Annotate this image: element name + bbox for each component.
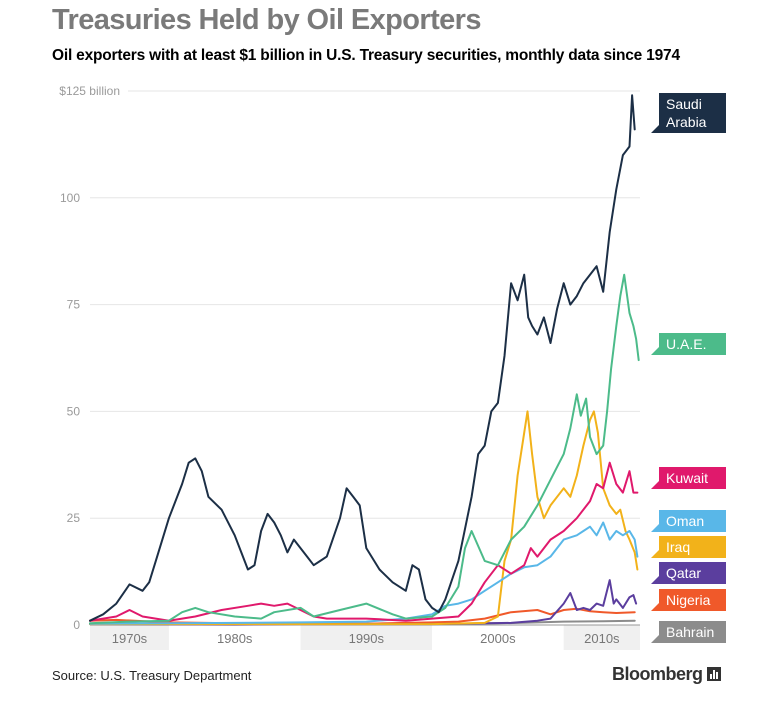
series-line-kuwait <box>89 461 639 622</box>
legend-label: Iraq <box>666 539 690 555</box>
y-tick-label: 0 <box>73 618 80 632</box>
chart-title: Treasuries Held by Oil Exporters <box>52 4 481 36</box>
legend-tag <box>651 621 726 643</box>
x-tick-label: 2010s <box>584 631 620 646</box>
legend-label: Oman <box>666 513 704 529</box>
x-band-0 <box>90 625 169 650</box>
y-tick-label: 25 <box>67 511 81 525</box>
x-tick-label: 2000s <box>480 631 516 646</box>
legend-label: Qatar <box>666 565 701 581</box>
series-line-saudi-arabia <box>89 94 636 622</box>
legend-tag <box>651 333 726 355</box>
chart-subtitle: Oil exporters with at least $1 billion i… <box>52 47 680 64</box>
x-tick-label: 1980s <box>217 631 253 646</box>
y-tick-label: 75 <box>67 298 81 312</box>
source-note: Source: U.S. Treasury Department <box>52 668 252 683</box>
legend-label: Nigeria <box>666 592 711 608</box>
y-tick-label: 100 <box>60 191 80 205</box>
series-line-u-a-e <box>89 273 640 625</box>
legend-tag <box>651 93 726 133</box>
x-tick-label: 1970s <box>112 631 148 646</box>
legend-label: Arabia <box>666 114 707 130</box>
legend-tag <box>651 510 726 532</box>
legend-tag <box>651 467 726 489</box>
y-tick-label: $125 billion <box>59 84 120 98</box>
y-tick-label: 50 <box>67 404 81 418</box>
x-band-3 <box>432 625 564 650</box>
x-band-2 <box>300 625 433 650</box>
legend-tag <box>651 589 726 611</box>
legend-label: U.A.E. <box>666 336 706 352</box>
brand-logo: Bloomberg <box>612 664 721 685</box>
x-band-1 <box>168 625 301 650</box>
brand-name: Bloomberg <box>612 664 703 684</box>
x-tick-label: 1990s <box>349 631 385 646</box>
series-line-iraq <box>89 410 639 626</box>
x-band-4 <box>563 625 640 650</box>
legend-label: Saudi <box>666 96 702 112</box>
legend-label: Kuwait <box>666 470 708 486</box>
legend-tag <box>651 536 726 558</box>
legend-tag <box>651 562 726 584</box>
legend-label: Bahrain <box>666 624 714 640</box>
bloomberg-mark-icon <box>706 667 721 681</box>
